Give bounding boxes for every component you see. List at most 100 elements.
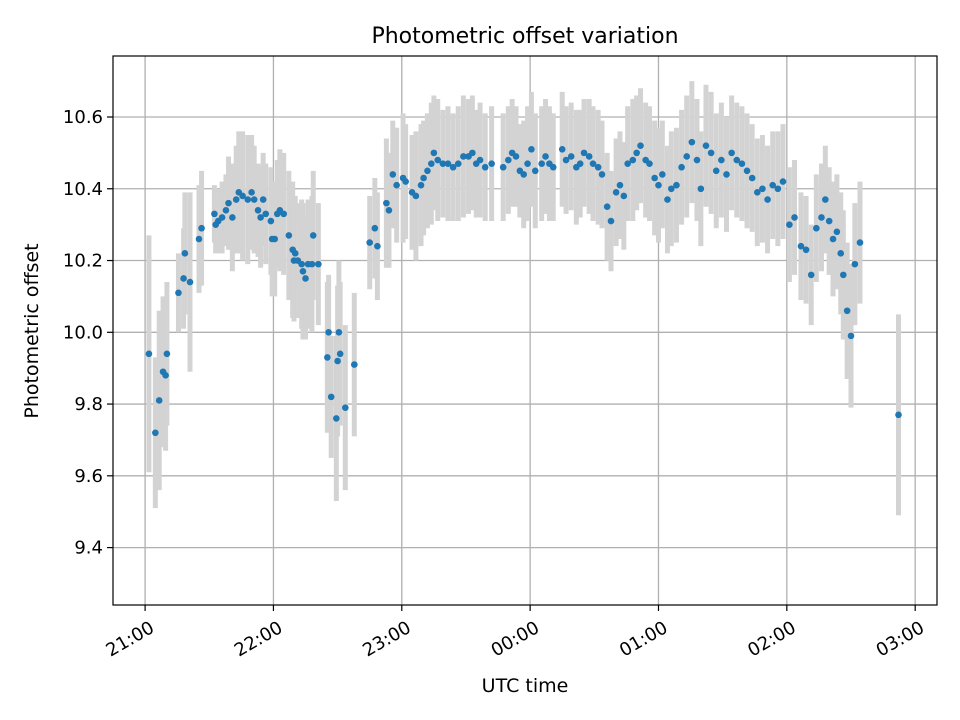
data-point [607, 217, 615, 225]
y-tick-label: 9.4 [74, 538, 103, 559]
data-point [655, 181, 662, 189]
data-point [620, 192, 628, 200]
data-point [335, 328, 343, 336]
data-point [385, 206, 393, 214]
data-point [229, 214, 236, 221]
data-point [476, 156, 484, 164]
data-point [664, 196, 671, 203]
data-point [538, 160, 545, 167]
data-point [712, 167, 720, 175]
y-tick-label: 10.2 [63, 251, 103, 272]
data-point [259, 196, 267, 203]
data-point [315, 260, 322, 268]
data-point [693, 156, 701, 164]
data-point [162, 372, 169, 379]
data-point [594, 163, 602, 171]
data-point [505, 156, 512, 164]
data-point [302, 275, 309, 282]
data-point [723, 171, 730, 178]
data-point [531, 167, 539, 175]
data-point [350, 361, 358, 368]
data-point [733, 156, 741, 164]
data-point [222, 206, 230, 214]
data-point [285, 232, 293, 239]
data-point [181, 250, 189, 257]
data-point [616, 181, 624, 189]
data-point [327, 393, 335, 401]
data-point [738, 160, 746, 167]
data-point [807, 271, 815, 279]
data-point [469, 149, 476, 157]
data-point [499, 163, 507, 171]
data-point [797, 242, 805, 250]
data-point [145, 350, 153, 358]
data-point [774, 185, 782, 193]
data-point [822, 196, 829, 203]
data-point [333, 415, 340, 422]
data-point [218, 214, 226, 221]
data-point [688, 138, 696, 146]
data-point [430, 149, 438, 157]
data-point [748, 174, 756, 182]
data-point [428, 160, 435, 167]
data-point [813, 224, 820, 232]
data-point [342, 404, 349, 411]
data-point [336, 350, 344, 358]
data-point [702, 142, 710, 150]
data-point [759, 185, 766, 193]
data-point [764, 196, 771, 203]
data-point [598, 171, 606, 178]
data-point [271, 235, 279, 243]
data-point [697, 185, 705, 193]
data-point [847, 332, 855, 340]
data-point [334, 357, 341, 365]
y-tick-label: 9.6 [74, 466, 103, 487]
plot-frame [112, 55, 938, 606]
y-tick-label: 10.4 [63, 179, 103, 200]
data-point [825, 217, 833, 225]
data-point [402, 178, 409, 185]
data-point [837, 250, 845, 257]
data-point [232, 196, 240, 203]
data-point [291, 250, 299, 257]
data-point [843, 307, 851, 315]
data-point [250, 196, 258, 203]
data-point [371, 224, 379, 232]
data-point [366, 239, 373, 246]
data-point [198, 224, 205, 232]
data-point [180, 275, 187, 282]
data-point [424, 167, 431, 175]
data-point [524, 160, 531, 167]
data-point [248, 189, 255, 196]
data-point [659, 171, 666, 178]
data-point [175, 289, 182, 297]
data-point [186, 278, 194, 286]
data-point [895, 411, 902, 419]
data-point [603, 203, 611, 211]
data-point [786, 221, 793, 228]
data-point [651, 174, 658, 182]
data-point [488, 160, 495, 167]
data-point [454, 160, 462, 167]
data-point [325, 328, 332, 336]
data-point [308, 260, 316, 268]
data-point [481, 163, 489, 171]
data-point [393, 181, 400, 189]
y-axis-label: Photometric offset [21, 243, 43, 418]
data-point [257, 214, 264, 221]
data-point [434, 156, 442, 164]
data-point [512, 153, 520, 160]
data-point [683, 153, 691, 160]
data-point [791, 214, 798, 221]
data-point [374, 242, 381, 250]
data-point [576, 160, 584, 167]
data-point [743, 167, 751, 175]
data-point [629, 156, 637, 164]
data-point [460, 153, 467, 160]
data-point [840, 271, 847, 279]
data-points [145, 138, 902, 437]
data-point [254, 206, 262, 214]
data-point [754, 189, 761, 196]
data-point [802, 246, 810, 254]
